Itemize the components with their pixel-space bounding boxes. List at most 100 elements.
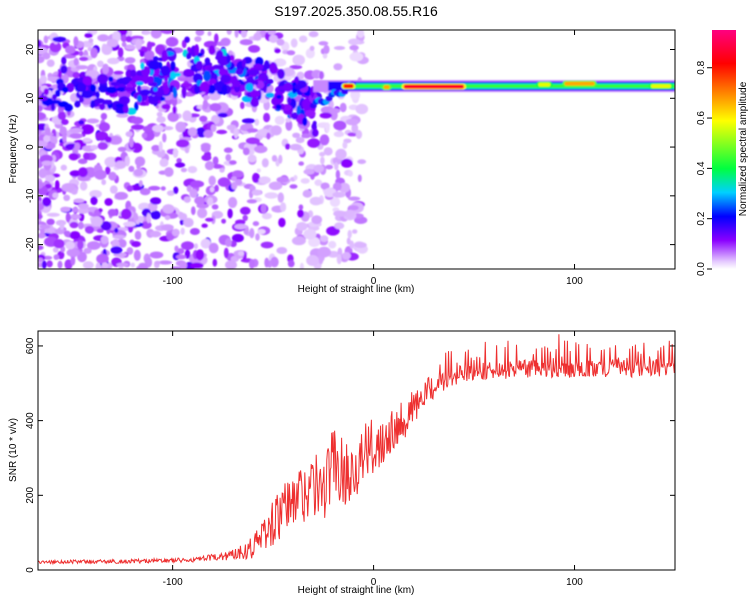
spectrogram-y-tick-label: -10 — [25, 188, 36, 203]
noise-blob — [199, 115, 208, 123]
noise-blob — [334, 222, 345, 230]
noise-blob — [78, 212, 85, 222]
noise-blob — [301, 133, 311, 139]
noise-blob — [70, 214, 82, 220]
noise-blob — [60, 65, 68, 74]
colorbar-ticks: 0.0 0.2 0.4 0.6 0.8 — [696, 60, 712, 276]
bright-segment-2 — [403, 84, 465, 89]
noise-blob — [278, 154, 283, 164]
noise-blob — [260, 203, 267, 214]
noise-blob — [291, 236, 306, 246]
bright-segment-5 — [650, 84, 671, 89]
noise-blob — [113, 70, 124, 75]
snr-x-ticks: -100 0 100 — [163, 331, 583, 588]
noise-blob — [333, 46, 346, 50]
noise-blob — [176, 139, 190, 148]
noise-blob — [134, 156, 146, 167]
noise-blob — [332, 191, 346, 198]
noise-blob — [141, 132, 148, 139]
noise-blob — [65, 45, 76, 54]
noise-blob — [207, 31, 212, 37]
transition-blob — [123, 106, 129, 114]
noise-blob — [240, 206, 251, 215]
snr-x-axis-label: Height of straight line (km) — [298, 585, 415, 596]
noise-blob — [287, 259, 295, 268]
noise-blob — [95, 131, 109, 141]
noise-blob — [162, 126, 174, 131]
noise-blob — [356, 30, 365, 38]
noise-blob — [128, 165, 135, 172]
noise-blob — [46, 212, 60, 217]
noise-blob — [200, 238, 211, 249]
spectrogram-x-ticks: -100 0 100 — [163, 30, 583, 287]
transition-blob — [110, 81, 120, 86]
transition-blob — [43, 88, 49, 96]
transition-blob — [148, 60, 161, 70]
noise-blob — [207, 197, 214, 206]
noise-blob — [65, 241, 75, 250]
spectrogram-y-tick-label: 0 — [25, 144, 36, 150]
noise-blob — [334, 162, 339, 171]
noise-blob — [204, 161, 215, 171]
transition-blob — [226, 54, 231, 64]
noise-blob — [223, 247, 229, 259]
noise-blob — [120, 34, 128, 43]
noise-blob — [131, 116, 144, 125]
noise-blob — [156, 116, 166, 123]
noise-blob — [88, 38, 94, 44]
transition-blob — [234, 80, 241, 88]
noise-blob — [116, 113, 129, 118]
colorbar-label: Normalized spectral amplitude — [738, 81, 749, 216]
noise-blob — [99, 103, 106, 110]
noise-blob — [277, 192, 284, 203]
noise-blob — [62, 132, 67, 143]
noise-blob — [216, 129, 228, 135]
noise-blob — [320, 156, 325, 165]
noise-blob — [101, 179, 107, 186]
noise-blob — [141, 221, 152, 229]
noise-blob — [93, 209, 100, 218]
noise-blob — [228, 197, 238, 208]
noise-blob — [325, 164, 334, 170]
spectrogram-x-axis-label: Height of straight line (km) — [298, 284, 415, 295]
noise-blob — [212, 258, 218, 267]
transition-blob — [153, 87, 158, 92]
noise-blob — [298, 161, 305, 166]
noise-blob — [300, 178, 310, 184]
noise-blob — [246, 199, 258, 204]
noise-blob — [347, 229, 352, 239]
noise-blob — [191, 206, 196, 216]
transition-blob — [276, 94, 282, 99]
noise-blob — [57, 260, 63, 269]
transition-blob — [52, 93, 57, 100]
bright-segment-1 — [383, 85, 390, 90]
noise-blob — [83, 152, 90, 160]
noise-blob — [150, 30, 162, 39]
noise-blob — [278, 217, 286, 228]
transition-blob — [134, 101, 139, 111]
noise-blob — [320, 182, 330, 190]
noise-blob — [100, 221, 112, 231]
transition-blob — [203, 70, 211, 82]
noise-blob — [247, 154, 257, 163]
transition-blob — [296, 105, 301, 115]
noise-blob — [357, 159, 367, 165]
noise-blob — [248, 259, 255, 269]
snr-y-tick-label: 600 — [25, 337, 36, 354]
noise-blob — [348, 38, 361, 46]
noise-blob — [174, 245, 179, 252]
noise-blob — [38, 245, 44, 251]
noise-blob — [61, 56, 67, 65]
noise-blob — [274, 115, 285, 125]
noise-blob — [188, 127, 198, 137]
noise-blob — [123, 221, 137, 227]
noise-blob — [108, 135, 123, 145]
noise-blob — [306, 255, 319, 266]
noise-blob — [354, 242, 367, 248]
noise-blob — [175, 254, 187, 260]
snr-y-tick-label: 400 — [25, 412, 36, 429]
noise-blob — [179, 219, 185, 226]
noise-blob — [303, 229, 317, 240]
transition-blob — [304, 110, 316, 117]
noise-blob — [38, 232, 46, 239]
